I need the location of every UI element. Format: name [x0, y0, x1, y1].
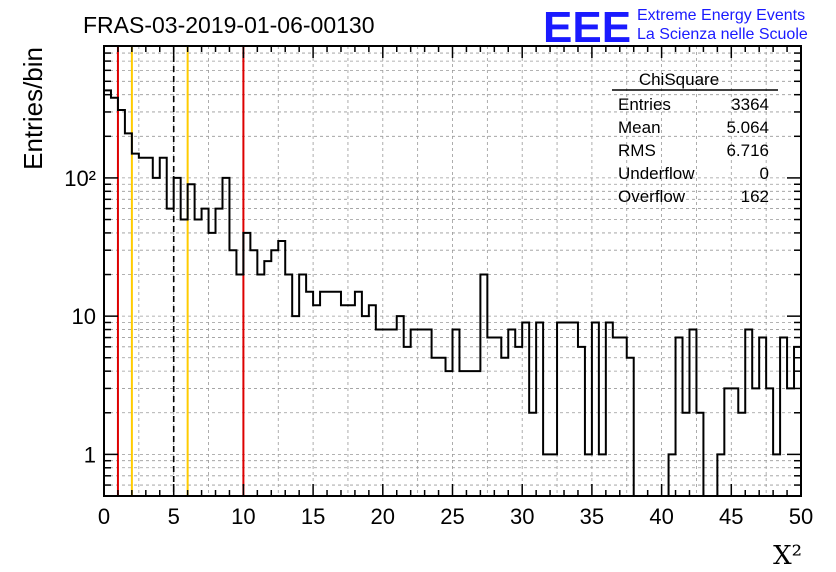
stats-row-label: RMS: [618, 141, 656, 160]
reference-lines: [116, 46, 245, 496]
x-tick-label: 20: [371, 504, 395, 529]
y-axis-title: Entries/bin: [18, 47, 48, 170]
stats-row-label: Entries: [618, 95, 671, 114]
stats-row-value: 162: [741, 187, 769, 206]
x-tick-label: 10: [231, 504, 255, 529]
stats-row-label: Mean: [618, 118, 661, 137]
x-tick-label: 5: [168, 504, 180, 529]
y-tick-labels: 1 10 10²: [64, 166, 96, 467]
run-title: FRAS-03-2019-01-06-00130: [83, 12, 375, 38]
stats-row-value: 3364: [731, 95, 769, 114]
axis-ticks: [103, 46, 802, 496]
x-tick-label: 35: [580, 504, 604, 529]
stats-row-label: Overflow: [618, 187, 686, 206]
x-tick-label: 45: [719, 504, 743, 529]
x-axis-title: X²: [773, 541, 802, 571]
stats-rows: Entries 3364 Mean 5.064 RMS 6.716 Underflow 0 Ov…: [618, 95, 769, 206]
x-tick-label: 40: [649, 504, 673, 529]
grid-lines: [104, 46, 801, 496]
histogram-outline: [104, 89, 801, 497]
stats-title: ChiSquare: [639, 70, 719, 89]
eee-logo-line-1: Extreme Energy Events: [637, 7, 805, 24]
y-tick-label: 10: [72, 304, 96, 329]
y-tick-label: 1: [84, 442, 96, 467]
y-tick-label: 10²: [64, 166, 96, 191]
x-tick-label: 30: [510, 504, 534, 529]
stats-box: ChiSquare Entries 3364 Mean 5.064 RMS 6.716 Un…: [612, 70, 778, 206]
x-tick-label: 15: [301, 504, 325, 529]
stats-row-value: 6.716: [726, 141, 769, 160]
stats-row-value: 5.064: [726, 118, 769, 137]
eee-logo: EEE Extreme Energy Events La Scienza nel…: [543, 3, 808, 52]
stats-row-label: Underflow: [618, 164, 695, 183]
eee-logo-mark: EEE: [543, 3, 631, 52]
eee-logo-line-2: La Scienza nelle Scuole: [637, 26, 808, 43]
x-tick-labels: 0 5 10 15 20 25 30 35 40 45 50: [98, 504, 813, 529]
x-tick-label: 50: [789, 504, 813, 529]
x-tick-label: 25: [440, 504, 464, 529]
stats-row-value: 0: [760, 164, 769, 183]
x-tick-label: 0: [98, 504, 110, 529]
